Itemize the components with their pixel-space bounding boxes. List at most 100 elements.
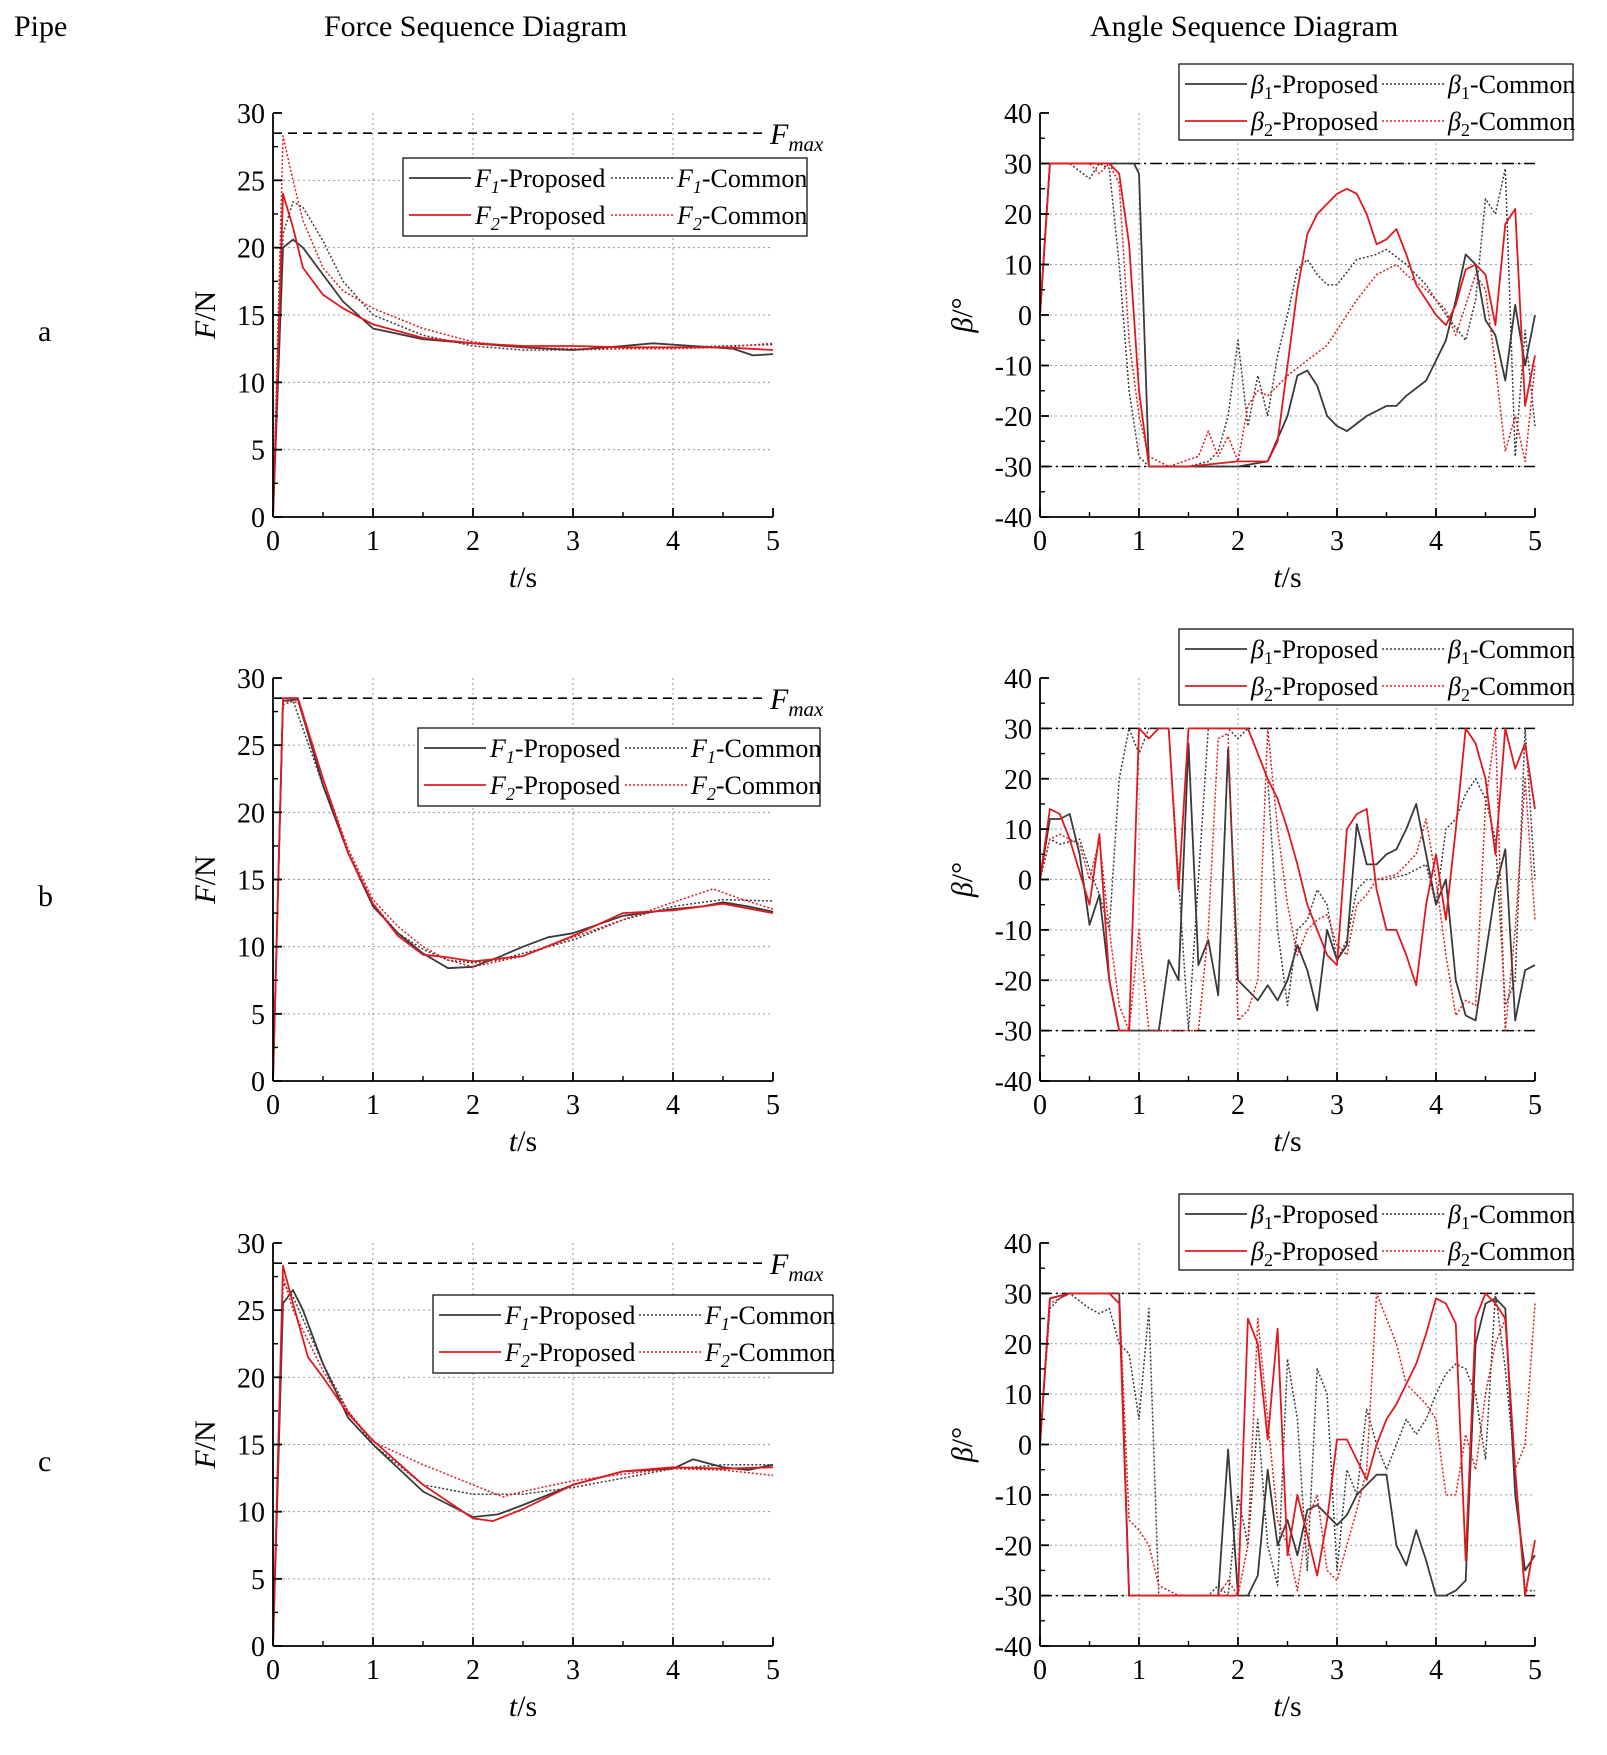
legend-label-4: F2-Common (690, 771, 821, 804)
chart-a-angle: 0 1 2 3 4 5 -40 -30 -20 -10 0 10 20 30 40 t/s β/° β1-Prop… (946, 63, 1575, 594)
legend-label-3: β2-Proposed (1250, 672, 1378, 705)
x-tick-label: 1 (1132, 1090, 1146, 1121)
x-tick-label: 4 (666, 1655, 680, 1686)
x-tick-label: 0 (1033, 526, 1047, 557)
x-tick-label: 2 (1231, 526, 1245, 557)
x-tick-label: 4 (1429, 1090, 1443, 1121)
x-tick-label: 0 (266, 1655, 280, 1686)
series-line-2 (1039, 1292, 1535, 1597)
legend: F1-Proposed F1-Common F2-Proposed F2-Common (432, 1294, 835, 1374)
series-line-4 (1039, 1292, 1536, 1597)
x-axis-label: t/s (1273, 1125, 1301, 1158)
x-tick-label: 3 (1330, 1090, 1344, 1121)
legend-label-3: β2-Proposed (1250, 107, 1378, 140)
fmax-label: Fmax (769, 683, 824, 721)
y-tick-label: 10 (237, 933, 265, 964)
chart-b-angle: 0 1 2 3 4 5 -40 -30 -20 -10 0 10 20 30 40 t/s β/° β1-Prop… (946, 628, 1575, 1158)
y-tick-label: 0 (1018, 1431, 1032, 1462)
series-line-1 (272, 238, 774, 518)
legend-box (432, 1294, 834, 1374)
x-tick-label: 3 (566, 1090, 580, 1121)
x-axis-label: t/s (1273, 1690, 1301, 1723)
y-tick-label: 20 (237, 234, 265, 265)
y-tick-label: 30 (1004, 714, 1032, 745)
fmax-label: Fmax (769, 118, 824, 156)
x-tick-label: 0 (1033, 1655, 1047, 1686)
x-tick-label: 2 (466, 1090, 480, 1121)
x-tick-label: 0 (1033, 1090, 1047, 1121)
series-line-1 (1039, 162, 1536, 468)
x-tick-label: 5 (1528, 526, 1542, 557)
series-line-3 (1039, 1292, 1536, 1597)
x-tick-label: 4 (1429, 526, 1443, 557)
y-tick-label: 40 (1004, 99, 1032, 130)
y-tick-label: 15 (237, 866, 265, 897)
legend-label-2: F1-Common (676, 164, 807, 197)
chart-c-angle: 0 1 2 3 4 5 -40 -30 -20 -10 0 10 20 30 40 t/s β/° β1-Prop… (946, 1193, 1575, 1723)
y-tick-label: 10 (1004, 815, 1032, 846)
legend-label-1: F1-Proposed (489, 734, 620, 767)
series-line-3 (272, 1264, 774, 1647)
y-tick-label: 20 (237, 1363, 265, 1394)
y-tick-label: 0 (251, 503, 265, 534)
legend-box (417, 727, 821, 807)
y-tick-label: 30 (1004, 1279, 1032, 1310)
y-tick-label: 30 (237, 99, 265, 130)
x-axis-label: t/s (509, 1690, 537, 1723)
x-axis-label: t/s (1273, 561, 1301, 594)
x-tick-label: 1 (366, 526, 380, 557)
x-tick-label: 2 (1231, 1090, 1245, 1121)
legend-label-4: F2-Common (704, 1338, 835, 1371)
x-tick-label: 3 (566, 526, 580, 557)
y-tick-label: 20 (1004, 200, 1032, 231)
x-tick-label: 5 (1528, 1655, 1542, 1686)
y-tick-label: 30 (237, 664, 265, 695)
legend-label-1: β1-Proposed (1250, 1200, 1378, 1233)
y-tick-label: -10 (995, 1481, 1032, 1512)
legend-box (1178, 1193, 1574, 1271)
y-axis-label: β/° (946, 297, 979, 333)
x-tick-label: 2 (466, 526, 480, 557)
x-tick-label: 5 (1528, 1090, 1542, 1121)
x-tick-label: 4 (666, 1090, 680, 1121)
legend: F1-Proposed F1-Common F2-Proposed F2-Common (417, 727, 821, 807)
y-tick-label: 30 (1004, 150, 1032, 181)
y-tick-label: 10 (1004, 1380, 1032, 1411)
y-tick-label: -20 (995, 966, 1032, 997)
legend-label-4: β2-Common (1447, 672, 1575, 705)
x-tick-label: 0 (266, 526, 280, 557)
y-tick-label: 5 (251, 1565, 265, 1596)
x-tick-label: 1 (1132, 1655, 1146, 1686)
y-tick-label: 30 (237, 1229, 265, 1260)
y-tick-label: 0 (1018, 866, 1032, 897)
x-tick-label: 5 (766, 1655, 780, 1686)
legend-label-4: F2-Common (676, 201, 807, 234)
series-line-1 (272, 1289, 774, 1647)
series-line-2 (272, 201, 774, 518)
legend-label-3: F2-Proposed (504, 1338, 635, 1371)
x-tick-label: 4 (666, 526, 680, 557)
y-tick-label: 25 (237, 731, 265, 762)
x-tick-label: 5 (766, 1090, 780, 1121)
legend-label-2: β1-Common (1447, 1200, 1575, 1233)
legend-label-1: F1-Proposed (504, 1301, 635, 1334)
legend-label-3: β2-Proposed (1250, 1237, 1378, 1270)
legend-box (1178, 628, 1574, 706)
row-label-a: a (38, 315, 52, 348)
series-line-4 (272, 135, 774, 518)
legend-label-2: F1-Common (690, 734, 821, 767)
y-tick-label: 40 (1004, 664, 1032, 695)
angle-column-header: Angle Sequence Diagram (1090, 10, 1399, 43)
x-tick-label: 1 (1132, 526, 1146, 557)
series-line-3 (1039, 727, 1536, 1032)
y-tick-label: -40 (995, 1067, 1032, 1098)
x-tick-label: 5 (766, 526, 780, 557)
legend-label-4: β2-Common (1447, 107, 1575, 140)
row-label-c: c (38, 1445, 52, 1478)
y-tick-label: -30 (995, 1017, 1032, 1048)
legend-label-3: F2-Proposed (474, 201, 605, 234)
x-tick-label: 3 (1330, 1655, 1344, 1686)
